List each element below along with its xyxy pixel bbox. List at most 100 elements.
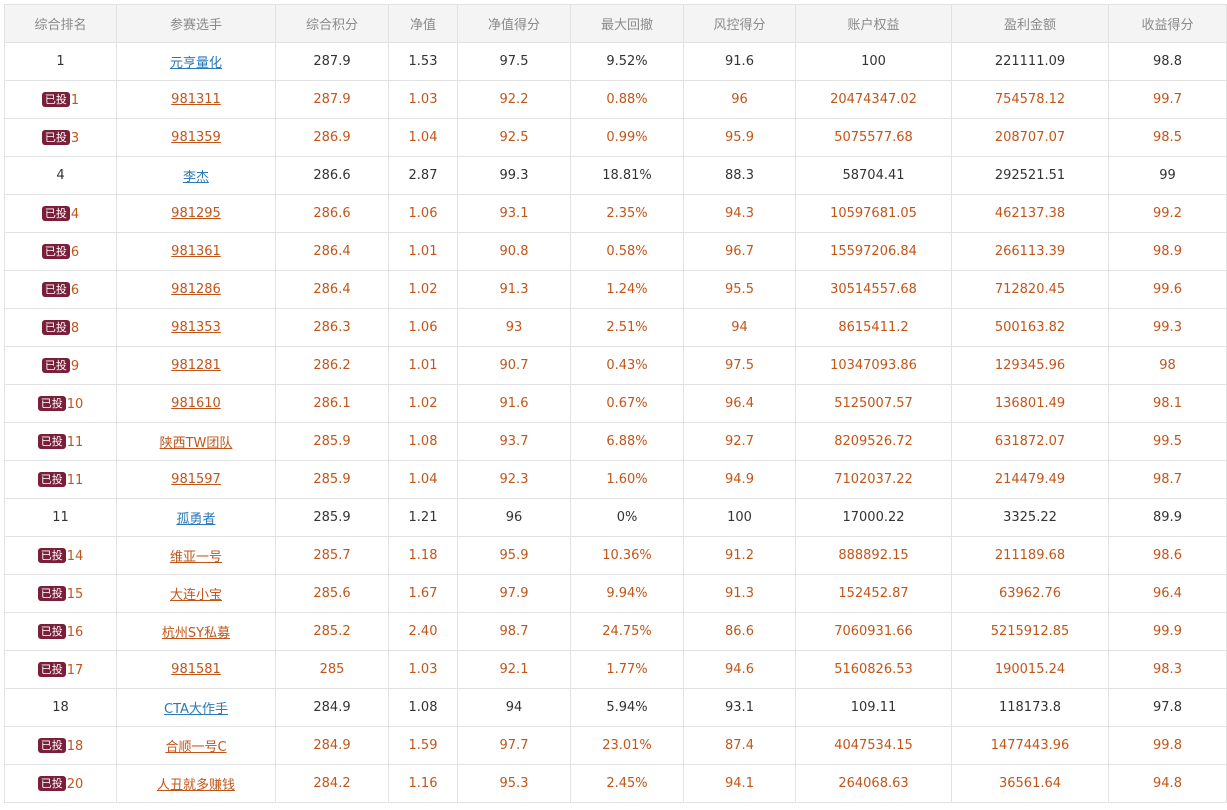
return-score-cell: 98.7	[1108, 460, 1227, 499]
risk-score-cell: 92.7	[683, 422, 796, 461]
header-player[interactable]: 参赛选手	[116, 4, 276, 43]
player-cell: 981361	[116, 232, 276, 271]
max-drawdown-cell: 6.88%	[570, 422, 684, 461]
max-drawdown-cell: 5.94%	[570, 688, 684, 727]
header-risk-score[interactable]: 风控得分	[683, 4, 796, 43]
player-link[interactable]: 981286	[171, 282, 221, 297]
max-drawdown-cell: 0.99%	[570, 118, 684, 157]
player-link[interactable]: 981597	[171, 472, 221, 487]
risk-score-cell: 91.3	[683, 574, 796, 613]
rank-value: 10	[66, 396, 84, 412]
return-score-cell: 98.9	[1108, 232, 1227, 271]
total-score-cell: 285.7	[275, 536, 389, 575]
table-row: 已投 6 981361 286.4 1.01 90.8 0.58% 96.7 15597206.…	[4, 232, 1227, 271]
player-link[interactable]: 合顺一号C	[165, 740, 227, 755]
player-link[interactable]: CTA大作手	[164, 702, 228, 717]
header-rank[interactable]: 综合排名	[4, 4, 117, 43]
total-score-cell: 284.9	[275, 726, 389, 765]
return-score-cell: 97.8	[1108, 688, 1227, 727]
equity-cell: 100	[795, 42, 952, 81]
nav-score-cell: 90.8	[457, 232, 571, 271]
table-row: 18 CTA大作手 284.9 1.08 94 5.94% 93.1 109.11 118173…	[4, 688, 1227, 727]
profit-cell: 221111.09	[951, 42, 1109, 81]
nav-cell: 1.01	[388, 232, 458, 271]
profit-cell: 631872.07	[951, 422, 1109, 461]
invested-badge: 已投	[41, 243, 70, 259]
return-score-cell: 99.8	[1108, 726, 1227, 765]
return-score-cell: 98.3	[1108, 650, 1227, 689]
risk-score-cell: 100	[683, 498, 796, 537]
rank-cell: 已投 3	[4, 118, 117, 157]
header-nav-score[interactable]: 净值得分	[457, 4, 571, 43]
rank-value: 9	[70, 358, 80, 374]
rank-cell: 已投 17	[4, 650, 117, 689]
rank-cell: 已投 9	[4, 346, 117, 385]
table-row: 已投 11 981597 285.9 1.04 92.3 1.60% 94.9 7102037.…	[4, 460, 1227, 499]
header-return-score[interactable]: 收益得分	[1108, 4, 1227, 43]
total-score-cell: 286.6	[275, 194, 389, 233]
nav-score-cell: 94	[457, 688, 571, 727]
total-score-cell: 286.6	[275, 156, 389, 195]
total-score-cell: 285.9	[275, 460, 389, 499]
return-score-cell: 99.6	[1108, 270, 1227, 309]
table-row: 已投 9 981281 286.2 1.01 90.7 0.43% 97.5 10347093.…	[4, 346, 1227, 385]
invested-badge: 已投	[37, 775, 66, 791]
header-profit[interactable]: 盈利金额	[951, 4, 1109, 43]
player-cell: 孤勇者	[116, 498, 276, 537]
player-link[interactable]: 杭州SY私募	[161, 626, 231, 641]
rank-value: 3	[70, 130, 80, 146]
nav-score-cell: 91.3	[457, 270, 571, 309]
player-link[interactable]: 981295	[171, 206, 221, 221]
profit-cell: 129345.96	[951, 346, 1109, 385]
player-link[interactable]: 981361	[171, 244, 221, 259]
player-link[interactable]: 李杰	[182, 170, 209, 185]
return-score-cell: 89.9	[1108, 498, 1227, 537]
table-row: 11 孤勇者 285.9 1.21 96 0% 100 17000.22 3325.22 89.9	[4, 498, 1227, 537]
nav-cell: 1.21	[388, 498, 458, 537]
player-link[interactable]: 981353	[171, 320, 221, 335]
risk-score-cell: 95.9	[683, 118, 796, 157]
rank-value: 11	[52, 510, 69, 525]
player-link[interactable]: 981311	[171, 92, 221, 107]
rank-value: 4	[56, 168, 65, 183]
rank-value: 16	[66, 624, 84, 640]
max-drawdown-cell: 0.88%	[570, 80, 684, 119]
ranking-rows: 1 元亨量化 287.9 1.53 97.5 9.52% 91.6 100 221111.09 9…	[4, 42, 1227, 803]
player-link[interactable]: 981581	[171, 662, 221, 677]
max-drawdown-cell: 24.75%	[570, 612, 684, 651]
total-score-cell: 286.9	[275, 118, 389, 157]
table-row: 已投 4 981295 286.6 1.06 93.1 2.35% 94.3 10597681.…	[4, 194, 1227, 233]
player-link[interactable]: 981281	[171, 358, 221, 373]
nav-score-cell: 92.1	[457, 650, 571, 689]
player-link[interactable]: 大连小宝	[169, 588, 222, 603]
nav-score-cell: 92.5	[457, 118, 571, 157]
risk-score-cell: 96	[683, 80, 796, 119]
player-link[interactable]: 维亚一号	[169, 550, 222, 565]
header-equity[interactable]: 账户权益	[795, 4, 952, 43]
player-link[interactable]: 元亨量化	[169, 56, 222, 71]
player-link[interactable]: 981610	[171, 396, 221, 411]
header-nav[interactable]: 净值	[388, 4, 458, 43]
player-link[interactable]: 孤勇者	[176, 512, 216, 527]
rank-cell: 已投 4	[4, 194, 117, 233]
header-score[interactable]: 综合积分	[275, 4, 389, 43]
rank-value: 20	[66, 776, 84, 792]
profit-cell: 36561.64	[951, 764, 1109, 803]
nav-cell: 1.59	[388, 726, 458, 765]
return-score-cell: 98.6	[1108, 536, 1227, 575]
rank-value: 17	[66, 662, 84, 678]
player-cell: 981281	[116, 346, 276, 385]
player-link[interactable]: 981359	[171, 130, 221, 145]
profit-cell: 754578.12	[951, 80, 1109, 119]
header-max-drawdown[interactable]: 最大回撤	[570, 4, 684, 43]
player-cell: 人丑就多赚钱	[116, 764, 276, 803]
player-link[interactable]: 人丑就多赚钱	[156, 778, 235, 793]
rank-cell: 4	[4, 156, 117, 195]
invested-badge: 已投	[37, 395, 66, 411]
max-drawdown-cell: 2.35%	[570, 194, 684, 233]
invested-badge: 已投	[37, 661, 66, 677]
max-drawdown-cell: 2.45%	[570, 764, 684, 803]
player-link[interactable]: 陕西TW团队	[159, 436, 233, 451]
risk-score-cell: 97.5	[683, 346, 796, 385]
equity-cell: 10597681.05	[795, 194, 952, 233]
